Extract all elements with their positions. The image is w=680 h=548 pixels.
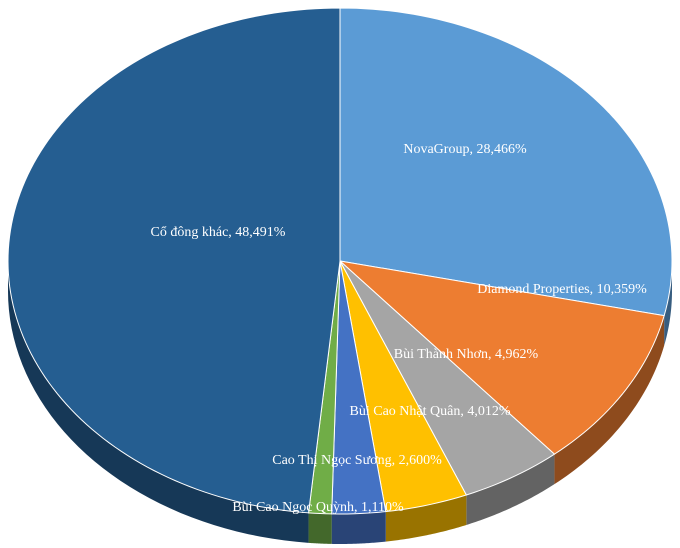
slice [339, 7, 673, 317]
data-label: Cổ đông khác, 48,491% [151, 225, 286, 240]
slice [339, 260, 556, 496]
slice [339, 260, 468, 513]
slice-side [8, 261, 309, 543]
data-label: Bùi Thành Nhơn, 4,962% [394, 347, 539, 362]
data-label: NovaGroup, 28,466% [403, 142, 527, 157]
slice-side [664, 261, 672, 346]
slice [331, 260, 387, 515]
slice-side [308, 512, 332, 544]
slice-side [466, 454, 555, 525]
slice [7, 7, 341, 514]
data-label: Bùi Cao Nhật Quân, 4,012% [350, 404, 511, 419]
data-label: Diamond Properties, 10,359% [477, 282, 647, 297]
slice-side [385, 494, 467, 542]
slice [338, 260, 665, 455]
data-label: Cao Thị Ngọc Sương, 2,600% [272, 453, 442, 468]
slice-side [331, 511, 386, 544]
data-label: Bùi Cao Ngọc Quỳnh, 1,110% [232, 500, 404, 515]
slice-side [554, 315, 665, 485]
